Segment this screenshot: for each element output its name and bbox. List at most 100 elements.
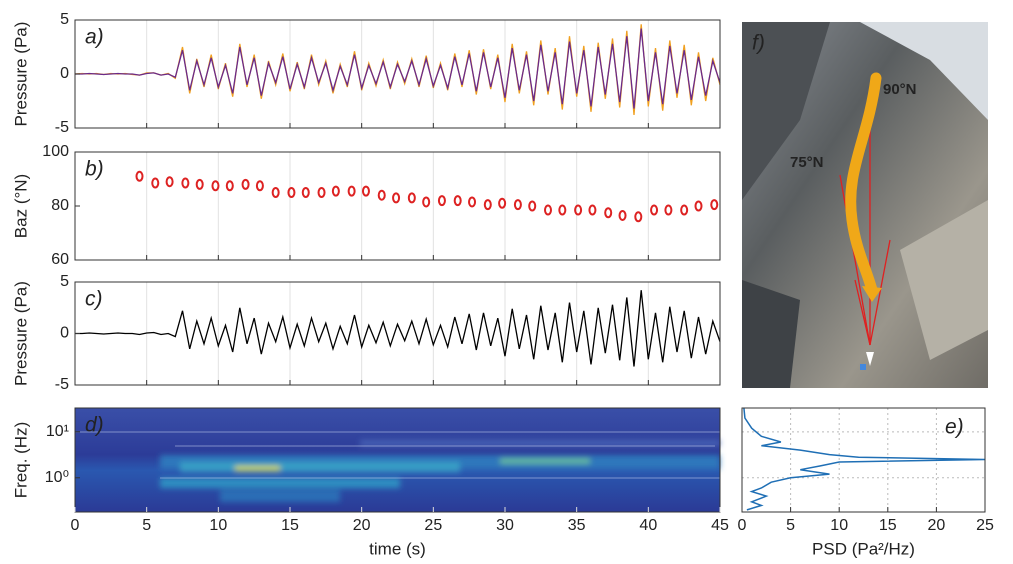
axes-box [741,407,986,513]
x-axis-label: PSD (Pa²/Hz) [812,539,915,558]
x-tick-label: 25 [976,517,994,534]
panel-label: c) [85,288,103,311]
point [225,180,234,192]
point [392,192,401,204]
y-tick-label: 60 [51,251,69,268]
y-axis-label: Freq. (Hz) [11,422,30,499]
point [468,196,477,208]
x-tick-label: 45 [711,517,729,534]
point [241,178,250,190]
y-tick-label: 10¹ [46,423,69,440]
x-tick-label: 25 [424,517,442,534]
y-axis-label: Baz (°N) [11,174,30,238]
energy-patch [500,458,590,464]
point [422,196,431,208]
point [498,197,507,209]
x-tick-label: 15 [879,517,897,534]
x-tick-label: 15 [281,517,299,534]
point [287,187,296,198]
panel-label: a) [85,26,104,49]
point [650,204,659,216]
series-line [75,28,721,109]
y-tick-label: -5 [55,376,69,393]
x-tick-label: 20 [353,517,371,534]
point [694,200,703,212]
point [574,204,583,216]
axes-box [74,407,721,513]
point [544,204,552,216]
x-tick-label: 10 [209,517,227,534]
y-tick-label: 100 [42,143,69,160]
point [528,200,537,212]
x-tick-label: 5 [786,517,795,534]
axes-box [74,151,721,261]
cliff [742,280,800,388]
y-tick-label: -5 [55,119,69,136]
psd-line [743,407,986,511]
point [331,185,340,197]
point [211,180,220,192]
x-tick-label: 10 [830,517,848,534]
energy-patch [220,490,340,502]
point [483,199,492,211]
bearing-line [854,279,871,346]
point [618,209,627,221]
point [347,185,356,197]
point [165,176,174,188]
bearing-line [839,174,871,346]
y-tick-label: 5 [60,273,69,290]
panel-label: e) [945,416,964,439]
x-axis-label: time (s) [369,539,426,558]
y-axis-label: Pressure (Pa) [11,22,30,127]
x-tick-label: 0 [71,517,80,534]
panel-label: f) [752,32,765,55]
map-annotation: 75°N [790,154,824,171]
station-marker [866,352,874,366]
point [513,199,522,211]
station-icon [860,364,866,370]
point [588,204,597,216]
point [317,187,326,198]
y-tick-label: 80 [51,197,69,214]
energy-patch [235,466,280,471]
panel-label: d) [85,414,104,437]
y-tick-label: 0 [60,65,69,82]
cliff [742,22,830,200]
flow-arrow [845,72,882,296]
point [151,177,160,189]
point [301,187,310,198]
y-tick-label: 5 [60,11,69,28]
point [135,170,144,182]
point [558,204,567,216]
point [377,189,386,201]
map-annotation: 90°N [883,81,917,98]
point [181,177,190,189]
energy-patch [360,440,720,446]
y-axis-label: Pressure (Pa) [11,281,30,386]
point [710,199,719,211]
point [604,207,613,219]
point [437,195,446,207]
slope [900,200,988,360]
series-line [75,290,721,367]
x-tick-label: 30 [496,517,514,534]
x-tick-label: 0 [738,517,747,534]
bearing-lines [839,90,891,346]
series-line [74,24,721,116]
point [195,178,204,190]
arrow-head [862,286,882,302]
x-tick-label: 40 [639,517,657,534]
spectrogram-energy [160,440,720,502]
x-tick-label: 20 [928,517,946,534]
point [361,185,370,197]
map-panel: f) 90°N 75°N [742,22,988,388]
snow [860,22,988,120]
energy-patch [180,462,460,472]
point [271,187,280,198]
bearing-line [869,239,891,346]
point [664,204,673,216]
point [407,192,416,204]
y-tick-label: 10⁰ [45,469,69,486]
panel-label: b) [85,158,104,181]
